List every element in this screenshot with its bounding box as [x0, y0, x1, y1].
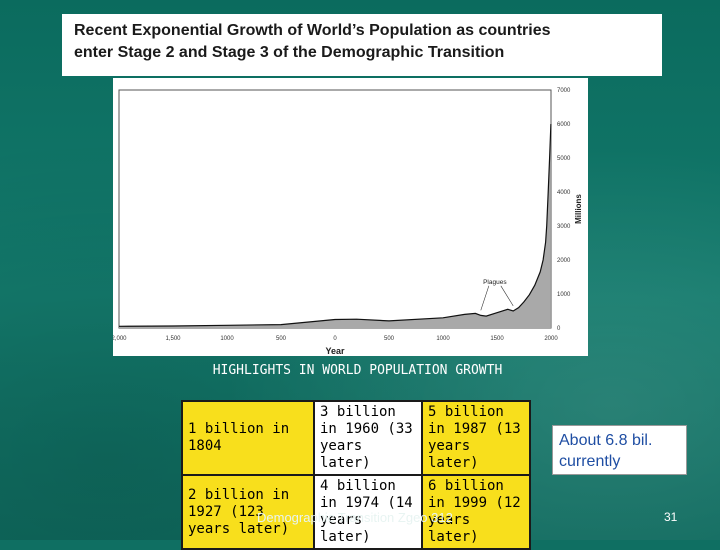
population-chart: 2,000 1,500 1000 500 0 500 1000 1500 2000 0 1000 20… [113, 78, 588, 356]
table-cell: 1 billion in 1804 [181, 400, 315, 476]
population-chart-svg: 2,000 1,500 1000 500 0 500 1000 1500 20000100020… [113, 88, 583, 356]
y-tick-label: 1000 [557, 292, 571, 298]
plot-frame [118, 89, 552, 329]
title-box: Recent Exponential Growth of World’s Pop… [62, 14, 662, 76]
y-tick-label: 3000 [557, 224, 571, 230]
highlights-table: 1 billion in 1804 3 billion in 1960 (33 … [181, 400, 531, 550]
y-tick-label: 2000 [557, 258, 571, 264]
highlights-title: HIGHLIGHTS IN WORLD POPULATION GROWTH [212, 363, 503, 378]
table-cell: 5 billion in 1987 (13 years later) [421, 400, 531, 476]
table-cell: 6 billion in 1999 (12 years later) [421, 474, 531, 550]
x-tick-label: 1000 [220, 336, 234, 342]
table-cell: 4 billion in 1974 (14 years later) [313, 474, 423, 550]
y-tick-label: 0 [557, 326, 561, 332]
x-tick-label: 500 [276, 336, 287, 342]
population-line [118, 123, 552, 327]
x-tick-label: 1500 [490, 336, 504, 342]
y-axis-label: Millions [574, 194, 583, 224]
table-row: 2 billion in 1927 (123 years later) 4 bi… [181, 474, 531, 550]
x-tick-label: 500 [384, 336, 395, 342]
plagues-pointer-left [480, 285, 490, 311]
plagues-annotation: Plagues [483, 279, 507, 286]
x-tick-label: 0 [333, 336, 337, 342]
x-tick-label: 1,500 [165, 336, 181, 342]
y-tick-label: 6000 [557, 122, 571, 128]
table-cell: 3 billion in 1960 (33 years later) [313, 400, 423, 476]
y-tick-label: 4000 [557, 190, 571, 196]
title-line-2: enter Stage 2 and Stage 3 of the Demogra… [74, 44, 505, 61]
y-tick-label: 5000 [557, 156, 571, 162]
x-tick-label: 1000 [436, 336, 450, 342]
about-note: About 6.8 bil. currently [552, 425, 687, 475]
y-tick-label: 7000 [557, 88, 571, 94]
title-line-1: Recent Exponential Growth of World’s Pop… [74, 22, 551, 39]
x-tick-label: 2,000 [113, 336, 127, 342]
table-row: 1 billion in 1804 3 billion in 1960 (33 … [181, 400, 531, 476]
x-tick-label: 2000 [544, 336, 558, 342]
x-axis-label: Year [325, 346, 345, 356]
page-number: 31 [664, 510, 678, 524]
table-cell: 2 billion in 1927 (123 years later) [181, 474, 315, 550]
plagues-pointer-right [500, 285, 514, 307]
footer-text: Demographic Transition Zgeo 312 [257, 510, 453, 525]
